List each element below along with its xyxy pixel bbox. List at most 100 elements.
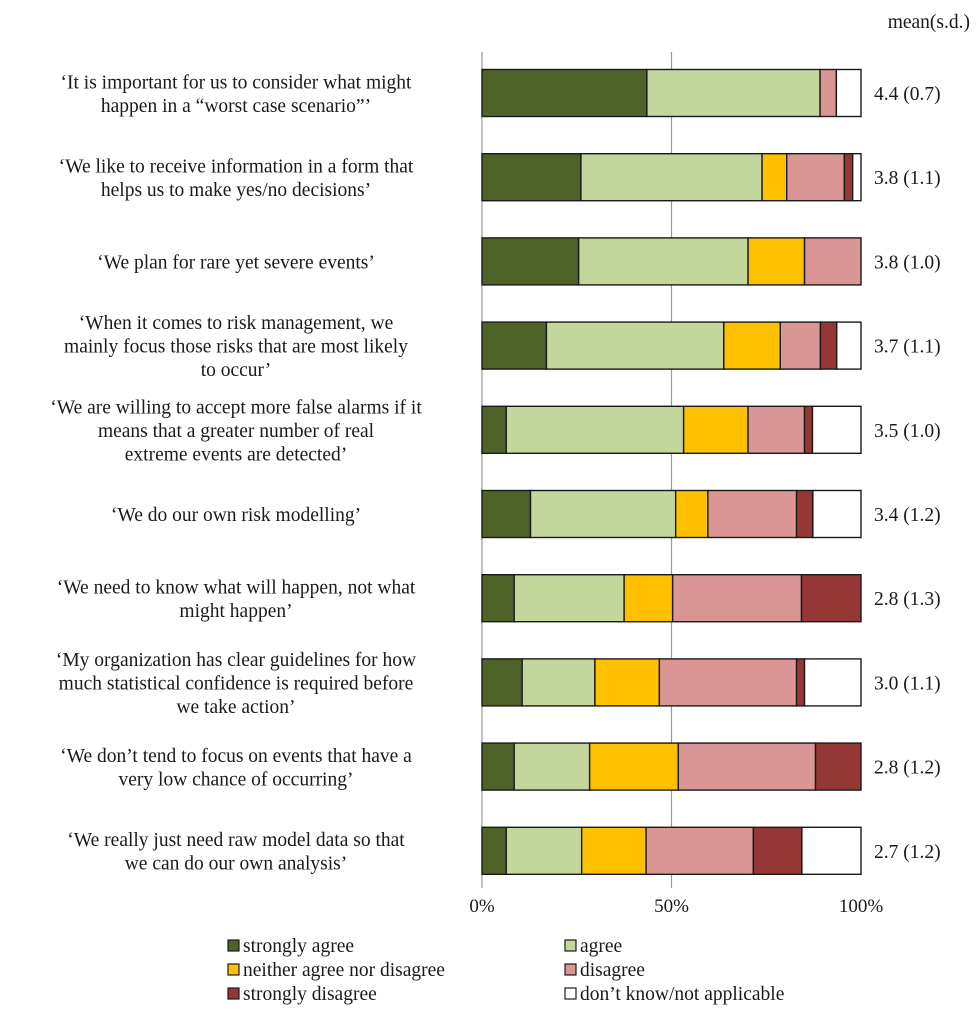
bar-segment [761, 152, 788, 202]
bar-segment [803, 237, 862, 286]
statement-label-line: helps us to make yes/no decisions’ [101, 180, 371, 201]
bar-segment [481, 826, 507, 875]
legend-label: strongly disagree [243, 984, 377, 1005]
bar-segment [851, 152, 862, 202]
bar-segment [723, 321, 781, 370]
legend-label: don’t know/not applicable [580, 984, 784, 1005]
statement-label-line: ‘We are willing to accept more false ala… [50, 397, 422, 418]
statement-label-line: happen in a “worst case scenario”’ [101, 96, 371, 117]
statement-label-line: mainly focus those risks that are most l… [64, 337, 408, 358]
mean-sd-header: mean(s.d.) [888, 12, 970, 33]
statement-label-line: ‘We need to know what will happen, not w… [57, 577, 416, 598]
bar-segment [803, 658, 862, 707]
bar-segment [588, 742, 680, 791]
mean-value: 3.7 (1.1) [874, 337, 941, 358]
bar-segment [682, 405, 749, 454]
bar-segment [481, 321, 548, 370]
bar-segment [521, 658, 596, 707]
bar-segment [677, 742, 817, 791]
bar-segment [529, 489, 677, 539]
bar-segment [481, 405, 507, 454]
bar-segment [747, 237, 806, 286]
x-tick-label: 50% [654, 896, 689, 917]
legend-swatch [564, 939, 577, 952]
bar-segment [505, 826, 583, 875]
statement-labels: ‘It is important for us to consider what… [50, 72, 422, 874]
bar-segment [513, 742, 591, 791]
legend-label: agree [580, 936, 622, 957]
bar-segment [658, 658, 798, 707]
bar-segment [803, 405, 814, 454]
bar-segment [786, 152, 846, 202]
bar-segment [481, 574, 515, 623]
bar-segment [779, 321, 822, 370]
mean-value: 3.8 (1.0) [874, 252, 941, 273]
legend-swatch [227, 987, 240, 1000]
bar-segment [801, 826, 862, 875]
legend-swatch [564, 987, 577, 1000]
statement-label-line: ‘We like to receive information in a for… [59, 156, 414, 177]
bar-segment [819, 321, 838, 370]
bar-segment [481, 152, 582, 202]
bar-segment [812, 489, 862, 539]
bar-segment [623, 574, 674, 623]
bar-segment [645, 826, 755, 875]
legend-swatch [564, 963, 577, 976]
bar-segment [752, 826, 803, 875]
statement-label-line: means that a greater number of real [98, 421, 375, 442]
bar-segment [835, 68, 862, 118]
statement-label-line: to occur’ [201, 360, 272, 381]
statement-label-line: ‘When it comes to risk management, we [79, 313, 394, 334]
mean-values: 4.4 (0.7) 3.8 (1.1) 3.8 (1.0) 3.7 (1.1) 3.5 … [874, 84, 941, 863]
statement-label-line: we can do our own analysis’ [125, 854, 348, 875]
statement-label-line: we take action’ [176, 697, 295, 718]
statement-label-line: might happen’ [179, 601, 292, 622]
bar-segment [481, 742, 515, 791]
legend-label: disagree [580, 960, 645, 981]
legend-swatch [227, 963, 240, 976]
legend-label: strongly agree [243, 936, 354, 957]
bar-segment [481, 658, 523, 707]
statement-label-line: very low chance of occurring’ [119, 769, 354, 790]
mean-value: 3.0 (1.1) [874, 673, 941, 694]
statement-label-line: ‘We plan for rare yet severe events’ [97, 252, 375, 273]
bar-segment [674, 489, 709, 539]
bar-segment [646, 68, 821, 118]
bar-segment [481, 237, 580, 286]
statement-label-line: ‘We really just need raw model data so t… [67, 830, 405, 851]
bar-segment [800, 574, 862, 623]
mean-value: 3.8 (1.1) [874, 168, 941, 189]
statement-label-line: extreme events are detected’ [125, 444, 348, 465]
mean-value: 4.4 (0.7) [874, 84, 941, 105]
bar-segment [814, 742, 862, 791]
x-tick-label: 100% [839, 896, 884, 917]
statement-label-line: ‘We don’t tend to focus on events that h… [60, 746, 412, 767]
bar-segment [545, 321, 725, 370]
bar-segment [513, 574, 625, 623]
statement-label-line: ‘It is important for us to consider what… [61, 72, 413, 93]
bar-segment [671, 574, 803, 623]
statement-label-line: much statistical confidence is required … [59, 673, 414, 694]
bar-segment [811, 405, 862, 454]
bar-segment [577, 237, 749, 286]
bar-segment [481, 489, 532, 539]
statement-label-line: ‘We do our own risk modelling’ [111, 505, 361, 526]
bar-segment [795, 489, 814, 539]
mean-value: 2.8 (1.2) [874, 758, 941, 779]
bar-segment [836, 321, 862, 370]
x-tick-label: 0% [469, 896, 495, 917]
mean-value: 3.5 (1.0) [874, 421, 941, 442]
x-axis-ticks: 0% 50% 100% [469, 896, 883, 917]
bar-segment [843, 152, 854, 202]
bar-segment [819, 68, 838, 118]
bar-segment [505, 405, 685, 454]
bar-segment [707, 489, 798, 539]
bar-segment [594, 658, 661, 707]
bar-segment [580, 152, 763, 202]
legend-swatch [227, 939, 240, 952]
mean-value: 2.8 (1.3) [874, 589, 941, 610]
statement-label-line: ‘My organization has clear guidelines fo… [56, 650, 416, 671]
bar-segment [795, 658, 806, 707]
bar-segment [747, 405, 806, 454]
